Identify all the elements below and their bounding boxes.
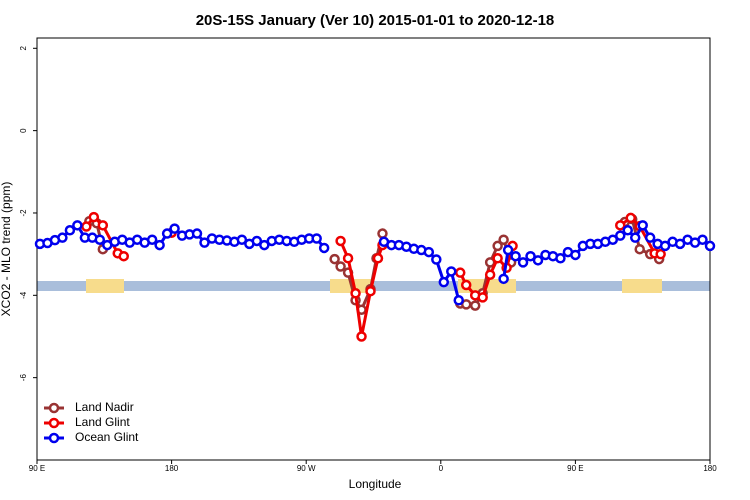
point xyxy=(453,295,464,306)
point xyxy=(81,221,92,232)
x-tick-label: 0 xyxy=(439,464,444,473)
point xyxy=(460,279,472,291)
point xyxy=(659,240,671,252)
x-tick-label: 90 E xyxy=(29,464,45,473)
point xyxy=(498,273,509,285)
point xyxy=(161,228,173,239)
y-tick-label: 0 xyxy=(19,128,28,133)
y-axis-label: XCO2 - MLO trend (ppm) xyxy=(0,182,13,317)
point xyxy=(446,266,457,277)
point xyxy=(615,230,626,241)
point xyxy=(517,257,529,268)
point xyxy=(199,237,210,248)
point xyxy=(525,250,536,262)
legend-label: Land Nadir xyxy=(75,400,134,414)
point xyxy=(191,228,203,239)
point xyxy=(329,253,340,265)
point xyxy=(335,261,346,272)
point xyxy=(629,232,641,243)
point xyxy=(484,269,496,280)
point xyxy=(57,232,68,243)
point xyxy=(438,276,450,288)
point xyxy=(431,254,442,265)
point xyxy=(423,246,435,258)
point xyxy=(146,234,158,245)
point xyxy=(97,220,109,231)
point xyxy=(555,253,566,264)
point xyxy=(365,285,376,297)
land-patch xyxy=(622,279,662,293)
point xyxy=(492,253,503,264)
point xyxy=(655,248,666,260)
legend-marker xyxy=(48,402,60,414)
point xyxy=(454,267,466,278)
point xyxy=(94,234,106,245)
point xyxy=(251,235,263,247)
point xyxy=(674,238,686,250)
point xyxy=(615,220,626,231)
x-tick-label: 180 xyxy=(165,464,179,473)
point xyxy=(72,220,83,231)
point xyxy=(570,249,581,261)
point xyxy=(532,255,544,266)
point xyxy=(607,234,619,245)
x-tick-label: 180 xyxy=(703,464,717,473)
point xyxy=(318,242,330,254)
point xyxy=(622,225,633,236)
point xyxy=(335,235,346,247)
point xyxy=(502,244,514,256)
point xyxy=(350,288,361,299)
x-axis-label: Longitude xyxy=(349,477,402,491)
point xyxy=(154,239,165,251)
legend-label: Land Glint xyxy=(75,415,130,429)
point xyxy=(88,211,100,223)
x-tick-label: 90 E xyxy=(567,464,583,473)
y-tick-label: 2 xyxy=(19,46,28,51)
point xyxy=(372,253,384,264)
point xyxy=(169,223,180,234)
point xyxy=(236,234,248,245)
point xyxy=(625,212,636,224)
legend-marker xyxy=(48,417,60,429)
legend-marker xyxy=(48,432,60,444)
point xyxy=(634,243,645,255)
land-patch xyxy=(86,279,124,293)
point xyxy=(118,250,129,262)
legend-label: Ocean Glint xyxy=(75,430,139,444)
point xyxy=(498,234,509,245)
plot-frame xyxy=(36,37,711,461)
point xyxy=(356,331,367,342)
chart-title: 20S-15S January (Ver 10) 2015-01-01 to 2… xyxy=(196,12,555,29)
point xyxy=(311,233,322,244)
point xyxy=(469,300,481,311)
x-tick-label: 90 W xyxy=(297,464,316,473)
point xyxy=(477,292,488,303)
point xyxy=(637,220,648,231)
point xyxy=(259,239,270,251)
point xyxy=(704,240,716,252)
point xyxy=(697,234,708,245)
y-tick-label: -2 xyxy=(19,209,28,217)
point xyxy=(492,240,503,252)
point xyxy=(342,253,354,264)
y-tick-label: -6 xyxy=(19,374,28,382)
y-tick-label: -4 xyxy=(19,291,28,299)
point xyxy=(644,232,656,243)
point xyxy=(510,250,521,262)
point xyxy=(64,225,76,236)
point xyxy=(377,228,388,239)
